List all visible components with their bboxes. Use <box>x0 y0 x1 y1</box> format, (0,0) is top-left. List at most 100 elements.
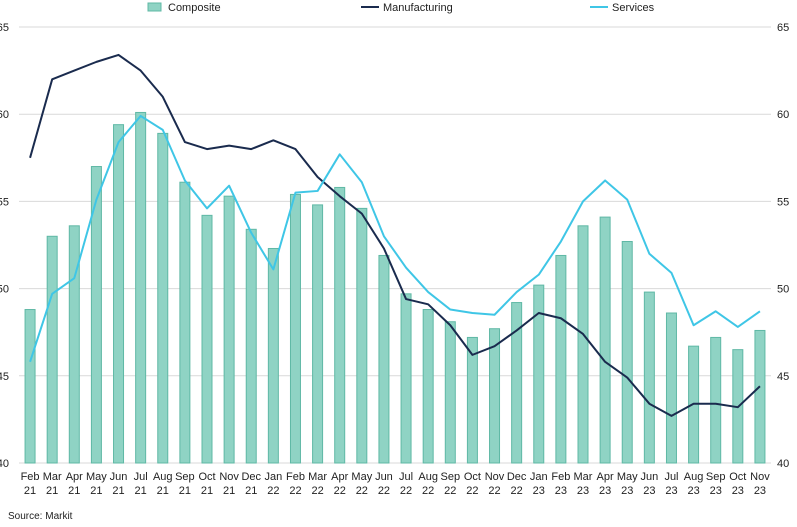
manufacturing-line <box>29 53 761 417</box>
composite-bar <box>400 293 412 464</box>
x-tick-label-month: Jan <box>530 471 548 483</box>
x-tick-label-month: Jul <box>134 471 148 483</box>
x-tick-label-year: 21 <box>245 485 257 497</box>
x-tick-label-year: 21 <box>112 485 124 497</box>
x-tick-label-month: Mar <box>308 471 327 483</box>
composite-bar <box>201 214 213 464</box>
composite-bar <box>135 111 147 464</box>
legend-swatch-composite <box>147 2 162 12</box>
x-tick-label-month: Feb <box>21 471 40 483</box>
x-tick-label-month: Aug <box>684 471 704 483</box>
x-tick-label-year: 21 <box>201 485 213 497</box>
x-tick-label-month: Sep <box>441 471 461 483</box>
composite-bar <box>24 309 36 464</box>
x-tick-label-year: 23 <box>643 485 655 497</box>
composite-bar <box>466 336 478 464</box>
x-tick-label-month: Sep <box>175 471 195 483</box>
x-tick-label-month: Apr <box>597 471 614 483</box>
x-tick-label-month: May <box>86 471 107 483</box>
composite-bar <box>179 181 191 464</box>
y-tick-label-left: 55 <box>0 196 9 208</box>
x-tick-label-month: Nov <box>750 471 770 483</box>
composite-bar <box>555 254 567 464</box>
composite-bar <box>245 228 257 464</box>
x-tick-label-year: 23 <box>665 485 677 497</box>
y-tick-label-right: 40 <box>777 458 789 470</box>
x-tick-label-month: Jan <box>264 471 282 483</box>
composite-bar <box>289 193 301 464</box>
y-tick-label-right: 55 <box>777 196 789 208</box>
x-tick-label-year: 21 <box>135 485 147 497</box>
x-tick-label-month: Feb <box>286 471 305 483</box>
y-axis-right-ticks: 40 45 50 55 60 65 <box>777 22 789 470</box>
x-tick-label-month: Apr <box>331 471 348 483</box>
x-tick-label-year: 21 <box>157 485 169 497</box>
composite-bar <box>621 241 633 464</box>
x-tick-label-year: 23 <box>555 485 567 497</box>
composite-bar <box>223 195 235 464</box>
composite-bar <box>378 254 390 464</box>
x-tick-label-month: Oct <box>198 471 215 483</box>
x-tick-label-year: 22 <box>267 485 279 497</box>
composite-bar <box>422 309 434 464</box>
x-tick-label-year: 22 <box>289 485 301 497</box>
x-tick-label-month: Dec <box>241 471 261 483</box>
composite-bar <box>489 328 501 464</box>
x-tick-label-month: Sep <box>706 471 726 483</box>
composite-bar <box>511 302 523 464</box>
x-tick-label-month: Mar <box>574 471 593 483</box>
x-tick-label-month: Oct <box>464 471 481 483</box>
x-tick-label-year: 23 <box>533 485 545 497</box>
x-tick-label-month: Mar <box>43 471 62 483</box>
composite-bar <box>710 336 722 464</box>
x-tick-label-year: 23 <box>599 485 611 497</box>
y-tick-label-right: 50 <box>777 284 789 296</box>
x-tick-label-year: 22 <box>511 485 523 497</box>
x-tick-label-month: Jun <box>375 471 393 483</box>
x-tick-label-month: Oct <box>729 471 746 483</box>
x-tick-label-month: Jul <box>664 471 678 483</box>
x-tick-label-month: Jul <box>399 471 413 483</box>
composite-bar <box>444 321 456 464</box>
x-tick-label-year: 21 <box>223 485 235 497</box>
y-tick-label-left: 60 <box>0 109 9 121</box>
x-tick-label-month: Dec <box>507 471 527 483</box>
x-axis-ticks: Feb 21 Mar 21 Apr 21 May 21 Jun 21 Jul 21 Aug 21 Sep 21… <box>21 471 771 497</box>
gridlines <box>19 26 771 464</box>
x-tick-label-year: 23 <box>732 485 744 497</box>
composite-bar <box>113 124 125 464</box>
composite-bar <box>334 186 346 464</box>
x-tick-label-year: 22 <box>356 485 368 497</box>
series-lines <box>29 53 761 417</box>
x-tick-label-year: 22 <box>466 485 478 497</box>
x-tick-label-year: 23 <box>754 485 766 497</box>
composite-bar <box>356 207 368 464</box>
composite-bar <box>665 312 677 464</box>
composite-bar <box>577 225 589 464</box>
y-tick-label-left: 45 <box>0 371 9 383</box>
y-tick-label-left: 50 <box>0 284 9 296</box>
x-tick-label-year: 22 <box>488 485 500 497</box>
y-tick-label-left: 65 <box>0 22 9 34</box>
x-tick-label-year: 21 <box>24 485 36 497</box>
x-tick-label-year: 22 <box>422 485 434 497</box>
y-tick-label-right: 45 <box>777 371 789 383</box>
legend: Composite Manufacturing Services <box>147 2 655 14</box>
x-tick-label-year: 21 <box>68 485 80 497</box>
x-tick-label-month: Nov <box>485 471 505 483</box>
x-tick-label-year: 21 <box>46 485 58 497</box>
source-note: Source: Markit <box>8 511 73 522</box>
x-tick-label-month: Apr <box>66 471 83 483</box>
x-tick-label-year: 22 <box>334 485 346 497</box>
composite-bar <box>267 247 279 464</box>
composite-bar <box>643 291 655 464</box>
x-tick-label-year: 21 <box>179 485 191 497</box>
x-tick-label-month: Feb <box>551 471 570 483</box>
y-axis-left-ticks: 40 45 50 55 60 65 <box>0 22 9 470</box>
y-tick-label-left: 40 <box>0 458 9 470</box>
x-tick-label-year: 23 <box>577 485 589 497</box>
x-tick-label-year: 22 <box>400 485 412 497</box>
x-tick-label-year: 21 <box>90 485 102 497</box>
composite-bar <box>46 235 58 464</box>
